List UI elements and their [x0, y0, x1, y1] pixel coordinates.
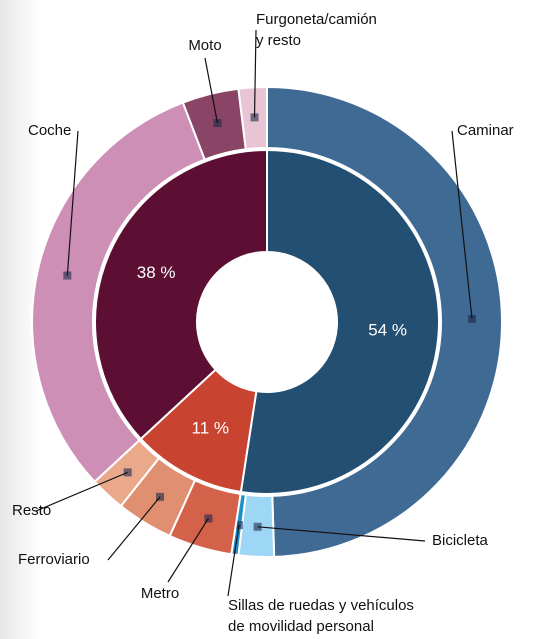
outer-label: Caminar: [457, 122, 514, 139]
inner-value-label: 38 %: [137, 263, 176, 282]
leader-marker: [123, 468, 132, 477]
inner-slice: [239, 148, 440, 495]
leader-line: [227, 524, 240, 597]
leader-line: [66, 130, 79, 276]
leader-line: [451, 130, 473, 319]
outer-label: Metro: [141, 585, 179, 602]
outer-label: Sillas de ruedas y vehículos de movilidad…: [228, 597, 414, 635]
outer-label: Moto: [188, 37, 221, 54]
leader-line: [107, 496, 161, 561]
label-line: Ferroviario: [18, 551, 90, 568]
outer-label: Furgoneta/camión y resto: [256, 11, 377, 49]
outer-label: Resto: [12, 502, 51, 519]
label-line: Moto: [188, 37, 221, 54]
label-line: y resto: [256, 32, 301, 49]
label-line: Caminar: [457, 122, 514, 139]
label-line: Resto: [12, 502, 51, 519]
outer-slice: [266, 85, 503, 558]
label-line: Coche: [28, 122, 71, 139]
label-line: Furgoneta/camión: [256, 11, 377, 28]
label-line: Metro: [141, 585, 179, 602]
leader-line: [167, 518, 209, 583]
leader-line: [35, 471, 128, 512]
label-line: de movilidad personal: [228, 618, 374, 635]
leader-line: [253, 29, 257, 118]
outer-slice: [31, 101, 207, 484]
label-line: Sillas de ruedas y vehículos: [228, 597, 414, 614]
outer-label: Coche: [28, 122, 71, 139]
outer-label: Bicicleta: [432, 532, 489, 549]
label-line: Bicicleta: [432, 532, 489, 549]
inner-value-label: 11 %: [192, 418, 230, 437]
outer-label: Ferroviario: [18, 551, 90, 568]
inner-value-label: 54 %: [368, 321, 407, 340]
inner-slice: [94, 148, 268, 441]
leader-line: [204, 57, 219, 124]
leader-line: [257, 526, 426, 542]
